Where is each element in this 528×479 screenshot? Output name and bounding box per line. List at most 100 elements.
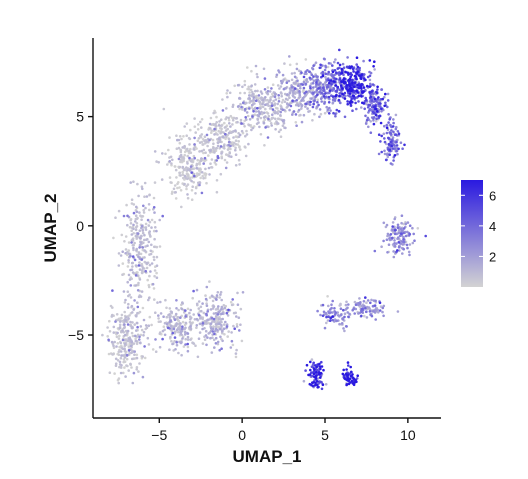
data-point <box>373 68 376 71</box>
data-point <box>173 184 177 187</box>
data-point <box>177 308 180 312</box>
data-point <box>126 280 129 284</box>
data-point <box>386 234 389 238</box>
data-point <box>284 97 288 101</box>
data-point <box>177 351 180 355</box>
x-axis-ticks: −5 0 5 10 <box>151 418 416 443</box>
data-point <box>393 236 396 240</box>
data-point <box>310 358 314 361</box>
data-point <box>315 75 319 78</box>
data-point <box>386 99 390 102</box>
data-point <box>345 368 348 371</box>
data-point <box>129 284 133 287</box>
data-point <box>228 151 231 155</box>
data-point <box>131 244 135 247</box>
data-point <box>176 315 180 319</box>
x-tick-label: −5 <box>151 427 167 443</box>
data-point <box>274 98 278 101</box>
data-point <box>313 368 316 371</box>
data-point <box>161 337 164 341</box>
data-point <box>182 345 186 348</box>
data-point <box>182 135 185 138</box>
data-point <box>223 126 227 129</box>
data-point <box>138 338 141 341</box>
data-point <box>376 308 380 312</box>
data-point <box>133 258 137 262</box>
data-point <box>223 121 226 125</box>
data-point <box>164 298 167 302</box>
data-point <box>127 294 130 298</box>
data-point <box>216 340 220 344</box>
data-point <box>381 97 385 101</box>
data-point <box>112 344 115 348</box>
data-point <box>402 238 405 241</box>
data-point <box>353 312 357 315</box>
data-point <box>226 148 230 151</box>
data-point <box>262 67 266 71</box>
data-point <box>182 156 185 159</box>
data-point <box>338 77 342 81</box>
data-point <box>309 100 312 104</box>
data-point <box>353 85 356 89</box>
data-point <box>380 110 383 113</box>
data-point <box>127 273 131 277</box>
data-point <box>279 128 283 132</box>
data-point <box>243 125 246 128</box>
data-point <box>124 298 127 302</box>
data-point <box>150 323 153 327</box>
data-point <box>133 353 136 357</box>
data-point <box>324 75 327 79</box>
data-point <box>208 138 211 142</box>
data-point <box>315 365 319 369</box>
data-point <box>321 70 325 74</box>
data-point <box>319 97 323 100</box>
data-point <box>137 281 140 285</box>
data-point <box>352 70 355 73</box>
data-point <box>216 291 220 294</box>
data-point <box>238 163 241 166</box>
data-point <box>200 191 204 195</box>
data-point <box>219 327 222 331</box>
data-point <box>385 126 389 129</box>
data-point <box>320 100 324 103</box>
legend-tick-label: 2 <box>489 249 496 264</box>
data-point <box>143 256 146 259</box>
data-point <box>394 133 398 136</box>
data-point <box>302 88 305 92</box>
data-point <box>393 144 396 147</box>
data-point <box>183 323 187 327</box>
data-point <box>183 153 186 157</box>
data-point <box>396 223 400 227</box>
data-point <box>198 150 201 153</box>
data-point <box>129 254 132 258</box>
data-point <box>343 97 347 100</box>
data-point <box>366 299 370 302</box>
data-point <box>139 241 143 244</box>
data-point <box>396 130 400 133</box>
data-point <box>189 151 193 154</box>
data-point <box>108 319 111 323</box>
data-point <box>121 250 124 253</box>
data-point <box>237 158 241 162</box>
data-point <box>396 226 400 229</box>
data-point <box>346 311 350 314</box>
data-point <box>257 110 261 113</box>
data-point <box>193 143 196 146</box>
data-point <box>335 108 339 112</box>
data-point <box>220 305 224 309</box>
data-point <box>184 337 187 341</box>
data-point <box>134 264 138 267</box>
data-point <box>223 158 227 162</box>
data-point <box>264 126 267 129</box>
data-point <box>348 84 352 88</box>
data-point <box>296 79 299 82</box>
data-point <box>365 118 369 122</box>
data-point <box>188 315 192 319</box>
data-point <box>406 221 410 224</box>
data-point <box>205 343 208 347</box>
data-point <box>230 339 234 343</box>
data-point <box>143 181 147 185</box>
data-point <box>338 63 342 67</box>
data-point <box>393 244 397 248</box>
data-point <box>169 335 172 339</box>
